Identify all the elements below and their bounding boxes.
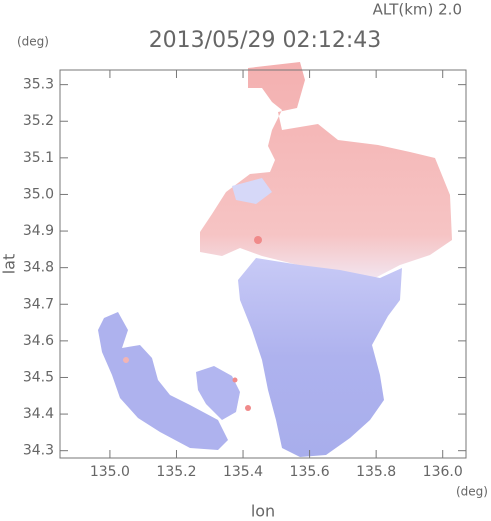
y-tick-label: 34.4	[23, 406, 54, 422]
y-tick-label: 34.8	[23, 260, 54, 276]
y-tick-label: 35.1	[23, 150, 54, 166]
x-tick-label: 136.0	[423, 464, 463, 480]
y-tick-label: 34.3	[23, 443, 54, 459]
positive-region	[200, 62, 452, 278]
negative-region	[232, 178, 272, 204]
negative-region	[196, 366, 240, 420]
chart-title: 2013/05/29 02:12:43	[149, 28, 382, 53]
speckle	[232, 377, 238, 383]
negative-region	[98, 312, 228, 450]
y-tick-label: 34.9	[23, 223, 54, 239]
x-unit: (deg)	[456, 485, 488, 499]
speckle	[123, 357, 129, 363]
velocity-field	[98, 62, 452, 457]
y-unit: (deg)	[17, 35, 49, 49]
y-tick-label: 35.0	[23, 186, 54, 202]
speckle	[254, 236, 262, 244]
y-axis-label: lat	[0, 254, 19, 275]
speckle	[245, 405, 251, 411]
x-tick-label: 135.6	[290, 464, 330, 480]
y-tick-label: 35.2	[23, 113, 54, 129]
x-tick-label: 135.2	[156, 464, 196, 480]
negative-region	[238, 258, 402, 457]
x-tick-label: 135.0	[90, 464, 130, 480]
x-tick-label: 135.4	[223, 464, 263, 480]
x-axis-label: lon	[251, 502, 275, 521]
plot-frame	[59, 69, 467, 459]
y-tick-label: 34.5	[23, 369, 54, 385]
y-tick-label: 35.3	[23, 77, 54, 93]
altitude: ALT(km) 2.0	[373, 1, 462, 19]
y-tick-label: 34.6	[23, 333, 54, 349]
x-tick-label: 135.8	[356, 464, 396, 480]
y-tick-label: 34.7	[23, 296, 54, 312]
